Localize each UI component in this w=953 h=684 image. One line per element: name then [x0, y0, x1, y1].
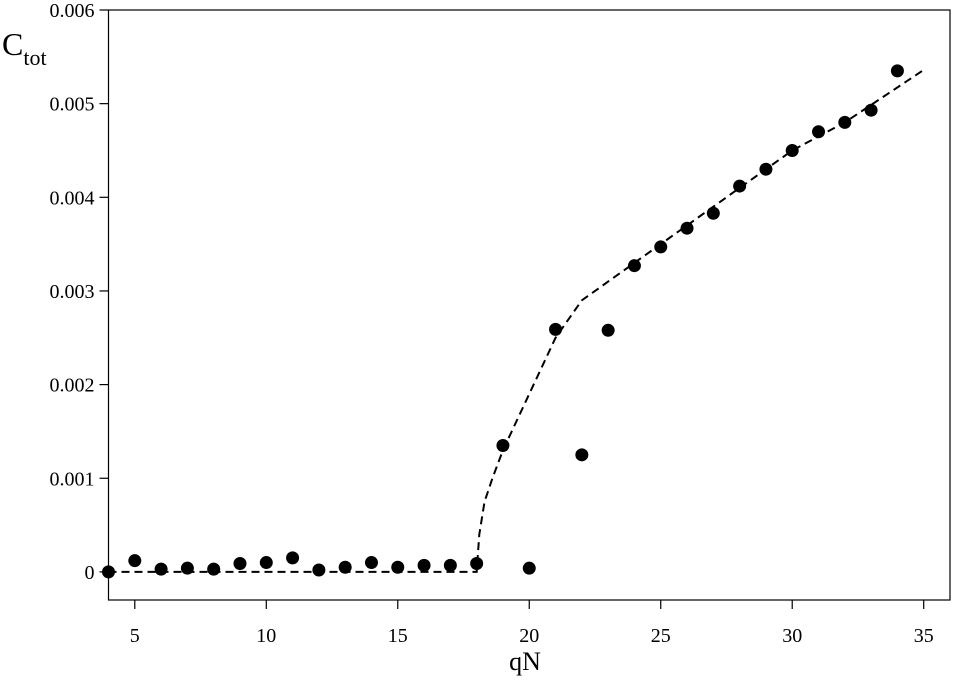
x-tick-label: 5 [130, 625, 140, 647]
x-tick-label: 35 [914, 625, 934, 647]
x-tick-label: 30 [782, 625, 802, 647]
data-point [207, 562, 221, 576]
y-tick-label: 0.005 [50, 94, 95, 116]
data-point [601, 323, 615, 337]
y-tick-label: 0.004 [50, 187, 95, 209]
y-axis-label-sub: tot [23, 45, 46, 70]
data-point [890, 64, 904, 78]
plot-frame [107, 9, 951, 601]
y-tick-label: 0 [85, 562, 95, 584]
data-point [627, 259, 641, 273]
data-point [654, 240, 668, 254]
data-point [364, 556, 378, 570]
data-point [549, 322, 563, 336]
data-point [706, 206, 720, 220]
data-point [864, 103, 878, 117]
data-point [443, 558, 457, 572]
fit-line [108, 69, 925, 573]
data-point [522, 561, 536, 575]
data-point [128, 554, 142, 568]
data-point [259, 556, 273, 570]
data-point [338, 560, 352, 574]
data-point [470, 556, 484, 570]
x-tick-label: 25 [651, 625, 671, 647]
data-point [496, 438, 510, 452]
data-point [417, 558, 431, 572]
data-point [575, 448, 589, 462]
data-point [785, 143, 799, 157]
data-point [233, 556, 247, 570]
x-tick-label: 15 [388, 625, 408, 647]
x-tick-label: 10 [256, 625, 276, 647]
y-tick-label: 0.006 [50, 0, 95, 22]
data-point [733, 179, 747, 193]
data-point [312, 563, 326, 577]
data-point [154, 562, 168, 576]
x-axis-label: qN [509, 647, 541, 676]
data-point [391, 560, 405, 574]
data-point [286, 551, 300, 565]
y-axis-label-main: C [2, 26, 23, 62]
y-axis-label: Ctot [2, 26, 47, 70]
y-tick-label: 0.001 [50, 468, 95, 490]
data-point [680, 221, 694, 235]
x-tick-label: 20 [519, 625, 539, 647]
y-tick-label: 0.003 [50, 281, 95, 303]
y-tick-label: 0.002 [50, 375, 95, 397]
